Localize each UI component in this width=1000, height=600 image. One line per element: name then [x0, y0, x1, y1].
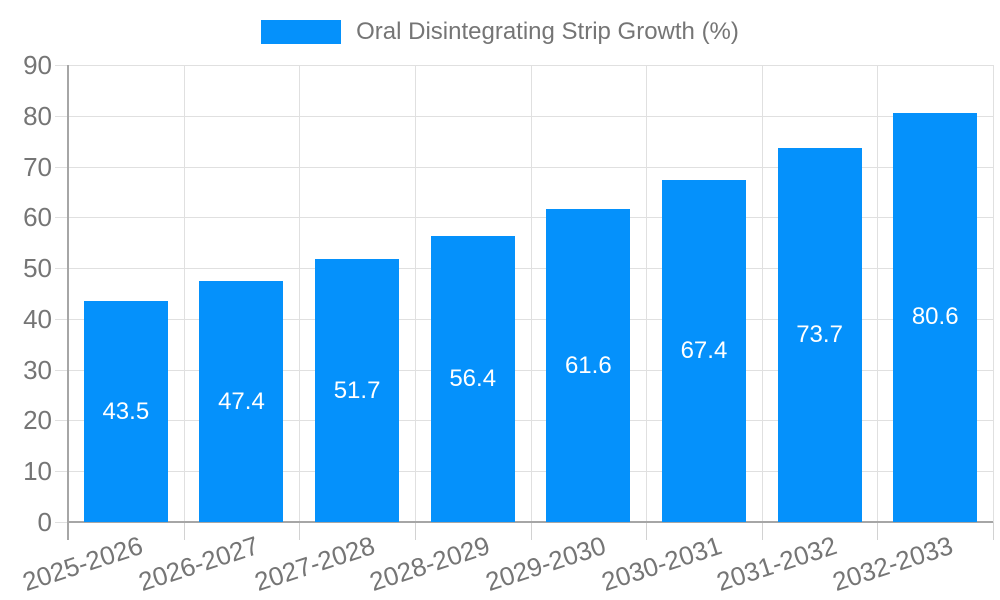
y-gridline	[55, 116, 993, 117]
y-axis-label: 20	[23, 405, 52, 435]
x-axis-tick	[993, 522, 994, 540]
bar-value-label: 67.4	[680, 336, 728, 364]
y-axis-label: 90	[23, 50, 52, 80]
y-axis-label: 0	[37, 507, 52, 537]
bar-value-label: 80.6	[911, 303, 959, 331]
y-gridline	[55, 65, 993, 66]
x-gridline	[531, 65, 532, 522]
bar[interactable]: 73.7	[777, 147, 862, 522]
y-gridline	[55, 268, 993, 269]
y-axis-label: 40	[23, 304, 52, 334]
x-axis-tick	[415, 522, 416, 540]
x-axis-label: 2027-2028	[250, 530, 379, 598]
x-axis-tick	[531, 522, 532, 540]
bar[interactable]: 67.4	[661, 179, 746, 522]
y-axis-label: 50	[23, 253, 52, 283]
x-axis-tick	[184, 522, 185, 540]
y-gridline	[55, 471, 993, 472]
x-gridline	[762, 65, 763, 522]
x-gridline	[184, 65, 185, 522]
x-gridline	[993, 65, 994, 522]
x-gridline	[299, 65, 300, 522]
x-axis-line	[68, 521, 993, 523]
chart-legend: Oral Disintegrating Strip Growth (%)	[0, 18, 1000, 46]
bar[interactable]: 43.5	[83, 301, 168, 522]
bar-value-label: 61.6	[564, 351, 612, 379]
y-axis-label: 70	[23, 152, 52, 182]
bar-value-label: 51.7	[333, 376, 381, 404]
x-axis-label: 2030-2031	[597, 530, 725, 598]
y-axis-label: 30	[23, 355, 52, 385]
bar-value-label: 47.4	[218, 387, 265, 415]
x-axis-tick	[762, 522, 763, 540]
bar-value-label: 43.5	[102, 397, 150, 425]
x-axis-tick	[877, 522, 878, 540]
y-gridline	[55, 370, 993, 371]
x-axis-label: 2029-2030	[481, 530, 610, 598]
x-axis-tick	[646, 522, 647, 540]
bar-value-label: 56.4	[449, 364, 497, 392]
bar[interactable]: 51.7	[315, 259, 400, 522]
y-axis-label: 80	[23, 101, 52, 131]
y-axis-label: 10	[23, 456, 52, 486]
x-axis-label: 2028-2029	[366, 530, 494, 598]
x-gridline	[646, 65, 647, 522]
x-axis-label: 2031-2032	[712, 530, 841, 598]
y-gridline	[55, 319, 993, 320]
y-gridline	[55, 167, 993, 168]
bar[interactable]: 80.6	[893, 112, 978, 522]
legend-swatch-icon	[261, 20, 342, 44]
bar[interactable]: 47.4	[199, 281, 284, 522]
x-axis-label: 2026-2027	[134, 530, 263, 598]
bar[interactable]: 61.6	[546, 209, 631, 522]
x-axis-tick	[299, 522, 300, 540]
legend-label: Oral Disintegrating Strip Growth (%)	[356, 18, 739, 45]
x-gridline	[877, 65, 878, 522]
y-gridline	[55, 217, 993, 218]
y-axis-label: 60	[23, 202, 52, 232]
y-gridline	[55, 420, 993, 421]
x-gridline	[415, 65, 416, 522]
bar[interactable]: 56.4	[430, 235, 515, 522]
bar-value-label: 73.7	[796, 320, 843, 348]
legend-item[interactable]: Oral Disintegrating Strip Growth (%)	[261, 18, 739, 46]
x-axis-label: 2032-2033	[828, 530, 957, 598]
x-axis-label: 2025-2026	[19, 530, 147, 598]
y-axis-line	[67, 65, 69, 540]
